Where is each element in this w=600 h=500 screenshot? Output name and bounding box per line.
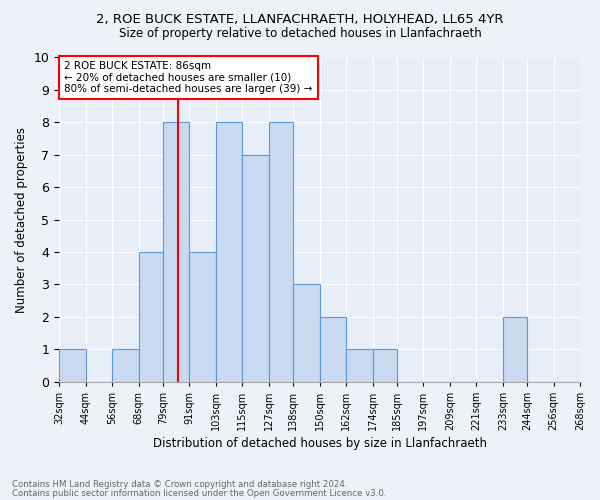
Bar [346, 349, 373, 382]
Bar [216, 122, 242, 382]
X-axis label: Distribution of detached houses by size in Llanfachraeth: Distribution of detached houses by size … [152, 437, 487, 450]
Bar [112, 349, 139, 382]
Text: 2, ROE BUCK ESTATE, LLANFACHRAETH, HOLYHEAD, LL65 4YR: 2, ROE BUCK ESTATE, LLANFACHRAETH, HOLYH… [96, 12, 504, 26]
Text: Contains public sector information licensed under the Open Government Licence v3: Contains public sector information licen… [12, 489, 386, 498]
Text: Size of property relative to detached houses in Llanfachraeth: Size of property relative to detached ho… [119, 28, 481, 40]
Bar [320, 317, 346, 382]
Bar [163, 122, 190, 382]
Bar [293, 284, 320, 382]
Text: Contains HM Land Registry data © Crown copyright and database right 2024.: Contains HM Land Registry data © Crown c… [12, 480, 347, 489]
Bar [373, 349, 397, 382]
Text: 2 ROE BUCK ESTATE: 86sqm
← 20% of detached houses are smaller (10)
80% of semi-d: 2 ROE BUCK ESTATE: 86sqm ← 20% of detach… [64, 60, 313, 94]
Bar [269, 122, 293, 382]
Bar [503, 317, 527, 382]
Bar [190, 252, 216, 382]
Bar [139, 252, 163, 382]
Y-axis label: Number of detached properties: Number of detached properties [15, 126, 28, 312]
Bar [242, 154, 269, 382]
Bar [59, 349, 86, 382]
